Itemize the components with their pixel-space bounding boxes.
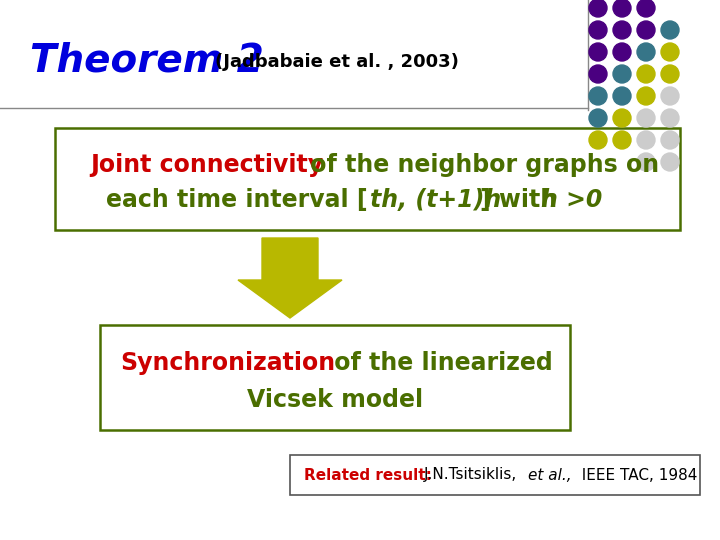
Circle shape <box>661 65 679 83</box>
Text: J.N.Tsitsiklis,: J.N.Tsitsiklis, <box>424 468 522 483</box>
Circle shape <box>637 109 655 127</box>
Circle shape <box>613 43 631 61</box>
Circle shape <box>637 131 655 149</box>
Circle shape <box>637 87 655 105</box>
Circle shape <box>589 87 607 105</box>
FancyBboxPatch shape <box>290 455 700 495</box>
Circle shape <box>613 0 631 17</box>
Circle shape <box>589 0 607 17</box>
Circle shape <box>589 43 607 61</box>
Text: of the neighbor graphs on: of the neighbor graphs on <box>302 153 659 177</box>
FancyBboxPatch shape <box>100 325 570 430</box>
Text: Theorem 2: Theorem 2 <box>30 41 264 79</box>
Text: ] with: ] with <box>480 188 565 212</box>
Polygon shape <box>238 238 342 318</box>
Circle shape <box>613 131 631 149</box>
Circle shape <box>613 21 631 39</box>
Text: et al.,: et al., <box>528 468 572 483</box>
Circle shape <box>661 109 679 127</box>
Circle shape <box>589 65 607 83</box>
Circle shape <box>637 153 655 171</box>
FancyBboxPatch shape <box>55 128 680 230</box>
Text: Vicsek model: Vicsek model <box>247 388 423 412</box>
Circle shape <box>613 87 631 105</box>
Circle shape <box>661 131 679 149</box>
Circle shape <box>637 43 655 61</box>
Text: th, (t+1)h: th, (t+1)h <box>370 188 501 212</box>
Text: each time interval [: each time interval [ <box>107 188 368 212</box>
Text: (Jadbabaie et al. , 2003): (Jadbabaie et al. , 2003) <box>215 53 459 71</box>
Circle shape <box>637 21 655 39</box>
Circle shape <box>637 0 655 17</box>
Text: Related result:: Related result: <box>304 468 432 483</box>
Text: h >0: h >0 <box>541 188 603 212</box>
Text: IEEE TAC, 1984: IEEE TAC, 1984 <box>572 468 698 483</box>
Circle shape <box>589 131 607 149</box>
Circle shape <box>661 153 679 171</box>
Text: Synchronization: Synchronization <box>120 351 335 375</box>
Circle shape <box>613 109 631 127</box>
Circle shape <box>589 21 607 39</box>
Circle shape <box>637 65 655 83</box>
Circle shape <box>661 43 679 61</box>
Circle shape <box>589 109 607 127</box>
Circle shape <box>613 65 631 83</box>
Text: of the linearized: of the linearized <box>326 351 553 375</box>
Circle shape <box>661 87 679 105</box>
Circle shape <box>661 21 679 39</box>
Text: Joint connectivity: Joint connectivity <box>90 153 323 177</box>
